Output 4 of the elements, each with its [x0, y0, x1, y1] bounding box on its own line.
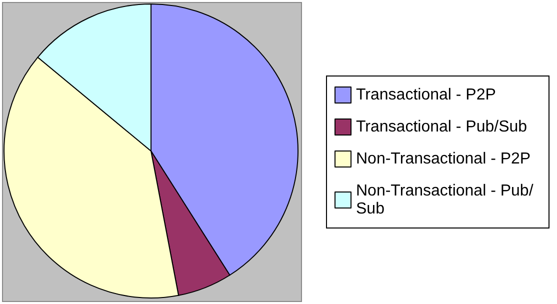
- legend-label: Non-Transactional - P2P: [356, 150, 531, 168]
- legend-label: Transactional - Pub/Sub: [356, 118, 528, 136]
- legend-label: Transactional - P2P: [356, 86, 496, 104]
- legend-label: Non-Transactional - Pub/Sub: [356, 182, 534, 218]
